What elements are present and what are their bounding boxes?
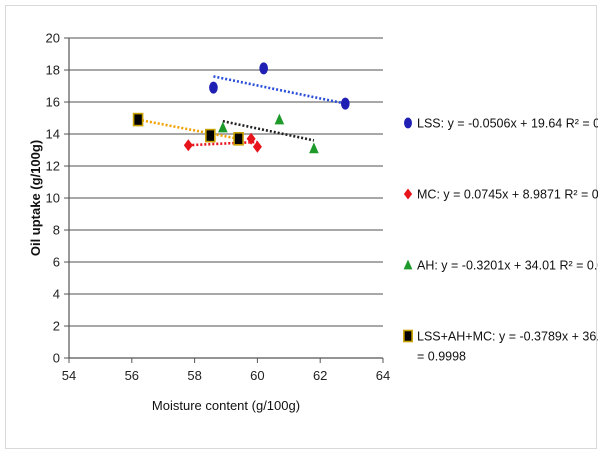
x-tick-label: 64 xyxy=(376,368,390,383)
trendline-circle xyxy=(213,75,346,105)
legend-marker-triangle xyxy=(403,259,413,270)
axes xyxy=(64,37,384,363)
y-tick-label: 10 xyxy=(46,191,60,206)
y-tick-label: 12 xyxy=(46,159,60,174)
y-tick-label: 16 xyxy=(46,95,60,110)
x-tick-labels: 54 56 58 60 62 64 xyxy=(62,368,390,383)
x-tick-label: 62 xyxy=(313,368,327,383)
data-point-triangle xyxy=(309,142,319,154)
y-tick-label: 20 xyxy=(46,31,60,46)
legend-marker-diamond xyxy=(403,188,413,200)
trendline-triangle xyxy=(222,119,315,142)
x-axis-title: Moisture content (g/100g) xyxy=(152,398,300,413)
x-tick-label: 60 xyxy=(250,368,264,383)
legend-label: AH: y = -0.3201x + 34.01 R² = 0.0754 xyxy=(417,259,598,273)
x-tick-label: 58 xyxy=(187,368,201,383)
y-tick-label: 14 xyxy=(46,127,60,142)
data-point-diamond xyxy=(183,139,193,152)
data-point-square xyxy=(132,112,144,127)
trendline-square xyxy=(137,118,239,141)
scatter-chart: 54 56 58 60 62 64 0 2 4 6 8 10 12 14 16 18 20 Moisture … xyxy=(28,31,598,414)
y-tick-labels: 0 2 4 6 8 10 12 14 16 18 20 xyxy=(46,31,60,366)
y-axis-title: Oil uptake (g/100g) xyxy=(28,140,43,256)
data-point-circle xyxy=(341,97,350,110)
y-tick-label: 4 xyxy=(53,287,60,302)
y-tick-label: 18 xyxy=(46,63,60,78)
y-tick-label: 8 xyxy=(53,223,60,238)
legend-marker-circle xyxy=(404,117,412,129)
trendline-diamond xyxy=(188,140,258,147)
data-point-circle xyxy=(259,62,268,75)
data-point-circle xyxy=(209,81,218,94)
y-tick-label: 6 xyxy=(53,255,60,270)
x-tick-label: 54 xyxy=(62,368,76,383)
data-points xyxy=(132,62,350,154)
gridlines xyxy=(69,37,383,327)
data-point-square xyxy=(205,128,216,143)
legend-label: LSS: y = -0.0506x + 19.64 R² = 0.0062 xyxy=(417,117,598,131)
legend-label: MC: y = 0.0745x + 8.9871 R² = 0.0934 xyxy=(417,188,598,202)
x-tick-label: 56 xyxy=(125,368,139,383)
y-tick-label: 0 xyxy=(53,351,60,366)
data-point-triangle xyxy=(218,121,228,133)
y-tick-label: 2 xyxy=(53,319,60,334)
legend-marker-square xyxy=(403,329,413,343)
data-point-square xyxy=(233,132,244,146)
trendlines xyxy=(137,75,346,147)
legend-label: LSS+AH+MC: y = -0.3789x + 36.187 R² xyxy=(417,330,598,344)
data-point-diamond xyxy=(252,140,262,153)
legend-label: = 0.9998 xyxy=(417,350,466,364)
data-point-diamond xyxy=(246,132,256,145)
data-point-triangle xyxy=(274,113,285,125)
chart-frame: 54 56 58 60 62 64 0 2 4 6 8 10 12 14 16 18 20 Moisture … xyxy=(5,5,598,449)
legend: LSS: y = -0.0506x + 19.64 R² = 0.0062 MC:… xyxy=(403,117,598,364)
